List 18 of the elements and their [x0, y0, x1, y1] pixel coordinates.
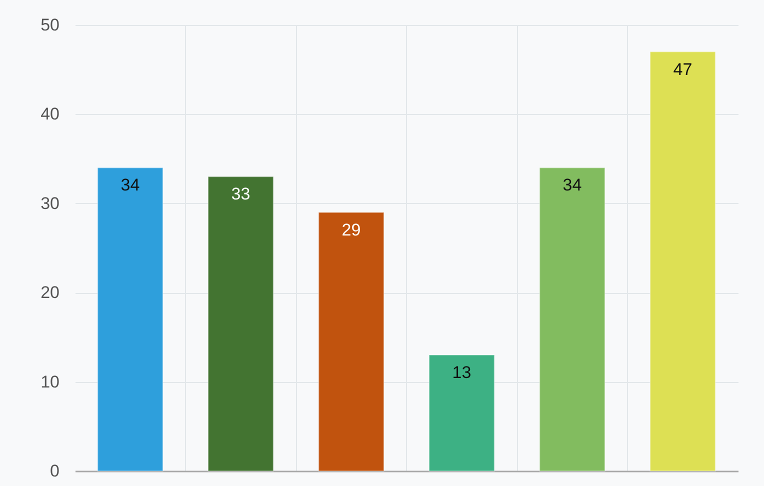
y-tick-label: 20	[40, 283, 60, 302]
bar	[318, 212, 384, 472]
y-tick-label: 40	[40, 104, 60, 124]
data-label: 47	[673, 60, 692, 79]
data-label: 34	[120, 176, 140, 195]
y-tick-label: 0	[50, 462, 60, 480]
y-tick-label: 30	[40, 194, 60, 213]
data-label: 13	[452, 363, 472, 382]
y-tick-label: 10	[40, 372, 60, 392]
data-label: 33	[231, 184, 250, 204]
bar	[650, 51, 716, 472]
bar	[428, 354, 495, 472]
bar	[97, 167, 164, 472]
bar	[539, 167, 606, 472]
bar	[208, 176, 274, 472]
data-label: 34	[562, 176, 582, 195]
data-label: 29	[342, 220, 361, 240]
y-tick-label: 50	[40, 16, 60, 34]
